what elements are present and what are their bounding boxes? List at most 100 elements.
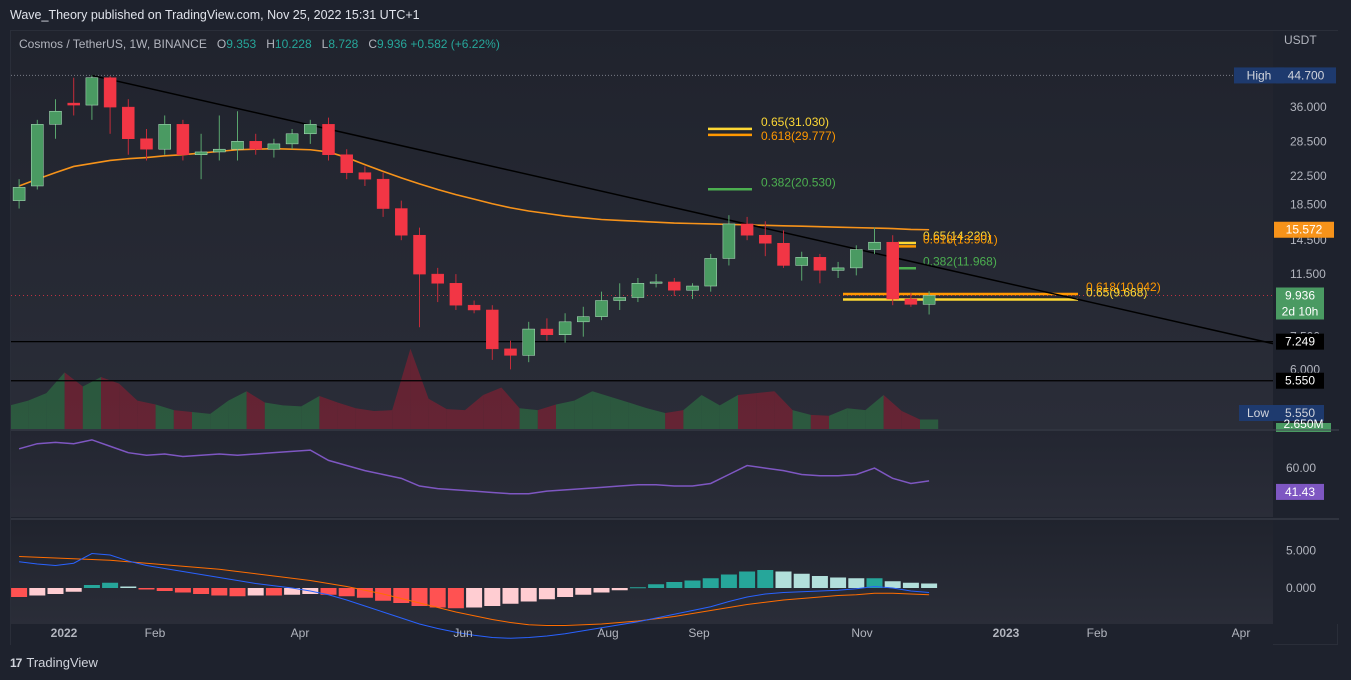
macd-pane[interactable]: [11, 520, 1273, 624]
volume-area-segment: [64, 372, 83, 429]
price-scale[interactable]: [1273, 31, 1339, 624]
volume-area-segment: [647, 408, 666, 429]
candle-body: [504, 348, 517, 356]
candle-body: [722, 223, 736, 259]
volume-area-segment: [28, 393, 47, 429]
time-axis-label: 2022: [51, 626, 78, 640]
candle-body: [540, 328, 554, 335]
price-tick-label: 11.500: [1290, 267, 1326, 281]
rsi-pane[interactable]: [11, 431, 1273, 517]
macd-histogram-bar: [284, 588, 301, 595]
volume-tag: 2.650M: [1283, 417, 1323, 431]
volume-area-segment: [119, 383, 138, 429]
macd-histogram-bar: [538, 588, 555, 600]
countdown-tag-bg: [1276, 303, 1324, 320]
tradingview-logo-icon: 17: [10, 655, 22, 670]
time-axis-label: 2023: [993, 626, 1020, 640]
publish-header: Wave_Theory published on TradingView.com…: [0, 0, 1351, 30]
volume-area-segment: [883, 395, 902, 429]
fib-label: 0.618(10.042): [1086, 280, 1161, 294]
candle-body: [740, 223, 754, 236]
time-axis-label: Feb: [145, 626, 166, 640]
low-label: L: [321, 37, 329, 51]
ma-value-tag: 15.572: [1286, 223, 1323, 237]
volume-area-segment: [319, 395, 338, 429]
close-value: 9.936: [377, 37, 408, 51]
candle-body: [340, 154, 353, 173]
footer-brand: TradingView: [26, 655, 98, 670]
macd-histogram-bar: [138, 588, 155, 590]
macd-histogram-bar: [611, 588, 628, 591]
footer[interactable]: 17 TradingView: [10, 655, 98, 670]
support-2-tag: 5.550: [1285, 374, 1315, 388]
currency-label: USDT: [1284, 33, 1317, 47]
fib-label: 0.618(29.777): [761, 129, 836, 143]
volume-area-segment: [774, 391, 793, 429]
volume-area-segment: [501, 387, 520, 429]
chart-frame[interactable]: 0.618(29.777) 0.65(31.030) 0.382(20.530) 0.…: [10, 30, 1339, 646]
volume-area-segment: [792, 410, 811, 429]
candle-body: [595, 300, 608, 317]
candle-body: [322, 124, 335, 155]
rsi-value-tag-bg: [1276, 483, 1324, 500]
volume-area-segment: [756, 391, 775, 429]
macd-histogram-bar: [648, 584, 665, 588]
candle-body: [413, 234, 426, 275]
price-tick-label: 22.500: [1290, 169, 1327, 183]
macd-histogram-bar: [265, 588, 282, 596]
macd-histogram-bar: [830, 577, 847, 588]
macd-histogram-bar: [484, 588, 501, 606]
time-axis-label: Jun: [453, 626, 472, 640]
candle-body: [613, 297, 626, 301]
symbol-name[interactable]: Cosmos / TetherUS, 1W, BINANCE: [19, 37, 207, 51]
volume-area-segment: [428, 398, 447, 429]
macd-histogram-bar: [193, 588, 210, 594]
support-1-tag-bg: [1276, 333, 1324, 350]
high-tag-bg: [1234, 67, 1284, 84]
macd-histogram-bar: [739, 571, 756, 588]
candle-body: [686, 285, 699, 291]
low-tag: Low: [1247, 406, 1269, 420]
macd-histogram-bar: [884, 581, 901, 588]
candle-body: [759, 234, 772, 244]
time-axis-label: Apr: [1232, 626, 1251, 640]
volume-area-segment: [446, 409, 465, 429]
candle-body: [668, 281, 681, 291]
candle-body: [249, 141, 262, 150]
low-value-tag: 5.550: [1285, 406, 1315, 420]
macd-histogram-bar: [429, 588, 446, 608]
volume-area-segment: [738, 393, 757, 429]
moving-average-line: [18, 147, 930, 231]
low-value-tag-bg: [1276, 405, 1324, 421]
time-axis[interactable]: [11, 624, 1273, 646]
macd-histogram-bar: [47, 588, 64, 594]
volume-area-segment: [610, 396, 629, 429]
fib-label: 0.382(20.530): [761, 175, 836, 189]
fib-label: 0.618(13.901): [923, 232, 998, 246]
symbol-legend[interactable]: Cosmos / TetherUS, 1W, BINANCE O9.353 H1…: [19, 37, 500, 51]
macd-histogram-bar: [848, 578, 865, 588]
last-price-tag: 9.936: [1285, 289, 1315, 303]
publisher-line: Wave_Theory published on TradingView.com…: [10, 8, 420, 22]
candle-body: [213, 148, 226, 153]
price-tick-label: 36.000: [1290, 100, 1327, 114]
candle-body: [176, 124, 190, 155]
volume-tag-bg: [1276, 423, 1331, 432]
candle-body: [358, 172, 372, 180]
open-label: O: [216, 37, 227, 51]
macd-tick-label: 5.000: [1286, 544, 1316, 558]
macd-histogram-bar: [811, 576, 828, 588]
macd-histogram-bar: [466, 588, 483, 608]
candle-body: [467, 304, 481, 311]
candle-body: [12, 187, 26, 201]
price-tick-label: 28.500: [1290, 134, 1327, 148]
candle-body: [395, 208, 408, 236]
volume-area-segment: [192, 412, 211, 429]
candle-body: [85, 77, 99, 106]
price-pane[interactable]: [11, 31, 1273, 429]
candle-body: [831, 267, 845, 271]
candle-body: [522, 328, 535, 356]
chart-svg: 0.618(29.777)0.65(31.030) 0.382(20.530) 0.…: [11, 33, 1339, 640]
volume-area-segment: [11, 400, 29, 429]
candle-body: [158, 124, 171, 150]
